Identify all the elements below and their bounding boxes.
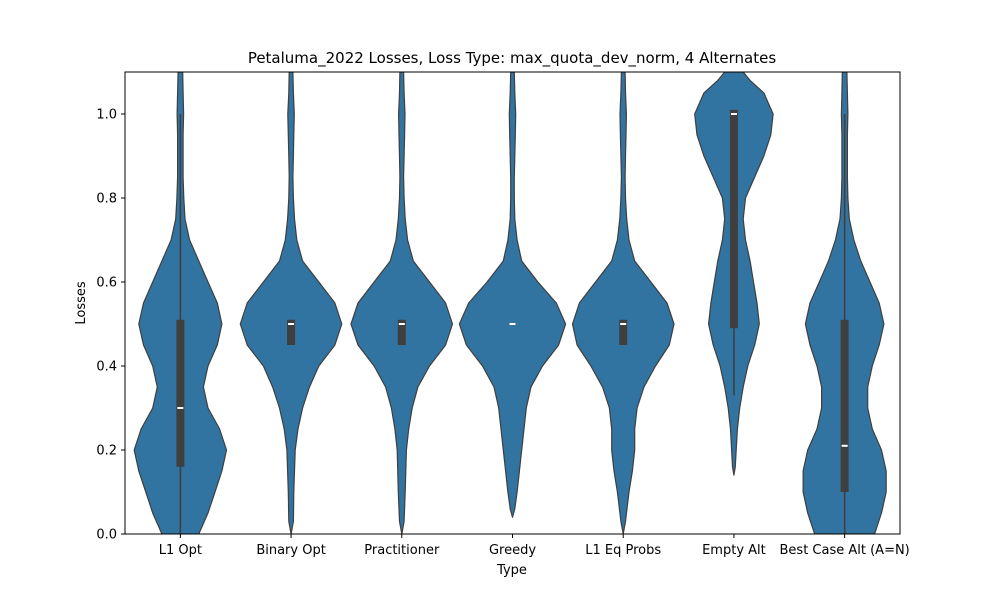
y-tick-label: 1.0 bbox=[96, 108, 117, 123]
violin-iqr-box bbox=[287, 319, 296, 345]
x-tick-label: L1 Opt bbox=[159, 543, 202, 558]
violin-body bbox=[571, 72, 675, 534]
violin-iqr-box bbox=[840, 319, 849, 492]
violin-body bbox=[350, 72, 454, 534]
y-tick-label: 0.4 bbox=[96, 360, 117, 375]
y-tick-label: 0.8 bbox=[96, 192, 117, 207]
violin-1 bbox=[133, 72, 228, 534]
violin-6 bbox=[694, 72, 774, 476]
x-axis-label: Type bbox=[496, 563, 527, 578]
violin-7 bbox=[802, 72, 887, 534]
x-tick-label: L1 Eq Probs bbox=[585, 543, 661, 558]
y-axis-label: Losses bbox=[74, 281, 89, 325]
y-tick-label: 0.2 bbox=[96, 444, 117, 459]
violin-3 bbox=[350, 72, 454, 534]
violin-iqr-box bbox=[397, 319, 406, 345]
violins-layer bbox=[133, 72, 887, 534]
violin-body bbox=[239, 72, 343, 534]
x-tick-label: Greedy bbox=[489, 543, 536, 558]
x-tick-label: Binary Opt bbox=[256, 543, 326, 558]
violin-2 bbox=[239, 72, 343, 534]
y-tick-label: 0.0 bbox=[96, 528, 117, 543]
chart-title: Petaluma_2022 Losses, Loss Type: max_quo… bbox=[248, 49, 777, 68]
x-axis-ticks: L1 Opt Binary Opt Practitioner Greedy L1 Eq … bbox=[159, 534, 910, 558]
violin-4 bbox=[458, 72, 567, 518]
violin-5 bbox=[571, 72, 675, 534]
violin-body bbox=[458, 72, 567, 518]
violin-iqr-box bbox=[619, 319, 628, 345]
x-tick-label: Practitioner bbox=[364, 543, 440, 558]
y-axis-ticks: 0.0 0.2 0.4 0.6 0.8 1.0 bbox=[96, 108, 125, 543]
violin-iqr-box bbox=[729, 109, 738, 329]
violin-iqr-box bbox=[176, 319, 185, 467]
x-tick-label: Best Case Alt (A=N) bbox=[780, 543, 910, 558]
x-tick-label: Empty Alt bbox=[702, 543, 766, 558]
y-tick-label: 0.6 bbox=[96, 276, 117, 291]
